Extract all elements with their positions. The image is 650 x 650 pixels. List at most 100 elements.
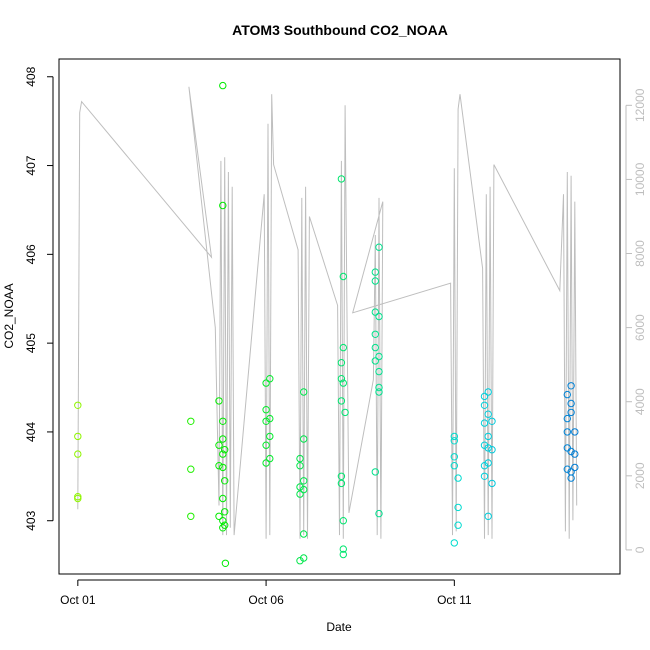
data-point — [337, 479, 346, 488]
data-point — [266, 432, 274, 441]
data-point — [221, 477, 229, 485]
data-point — [375, 509, 383, 518]
data-point — [567, 447, 575, 456]
y-tick-label: 403 — [24, 510, 38, 530]
secondary-y-tick-label: 12000 — [633, 88, 647, 122]
data-point — [375, 367, 383, 376]
secondary-y-tick-label: 6000 — [633, 314, 647, 341]
data-point — [450, 462, 458, 470]
y-axis: 403 404 405 406 407 408 — [24, 66, 54, 531]
data-point — [371, 343, 379, 352]
x-tick-label: Oct 11 — [437, 593, 472, 607]
data-point — [337, 175, 346, 183]
data-point — [219, 435, 227, 443]
data-point — [454, 474, 462, 482]
data-point — [567, 408, 575, 417]
data-point — [454, 503, 462, 512]
data-point — [296, 490, 304, 498]
data-point — [74, 432, 82, 441]
data-point — [371, 468, 379, 476]
data-point — [375, 383, 383, 392]
data-point — [484, 459, 492, 467]
data-point — [221, 446, 229, 454]
data-point — [296, 462, 304, 470]
x-axis: Oct 01 Oct 06 Oct 11 — [60, 579, 472, 607]
data-point — [262, 406, 270, 414]
data-point — [571, 463, 579, 472]
data-point — [74, 450, 82, 458]
secondary-y-tick-label: 8000 — [633, 240, 647, 267]
secondary-line-layer — [77, 86, 578, 539]
data-point — [339, 272, 347, 281]
data-point — [219, 201, 227, 210]
data-point — [262, 441, 270, 449]
data-point — [300, 530, 308, 538]
data-point — [450, 539, 458, 547]
data-point — [300, 554, 308, 562]
data-point — [571, 428, 579, 436]
y-tick-label: 406 — [24, 244, 38, 264]
data-point — [187, 512, 195, 520]
data-point — [339, 343, 347, 352]
data-point — [337, 375, 346, 383]
data-point — [215, 512, 223, 520]
data-point — [266, 454, 274, 463]
data-point — [563, 390, 571, 399]
chart-title: ATOM3 Southbound CO2_NOAA — [232, 22, 448, 38]
data-point — [296, 483, 304, 491]
data-point — [450, 432, 458, 441]
data-point — [480, 419, 489, 427]
data-point — [339, 379, 347, 387]
data-point — [484, 388, 492, 396]
y-tick-label: 405 — [24, 333, 38, 353]
data-point — [219, 494, 227, 503]
data-point — [480, 401, 489, 409]
data-point — [484, 432, 492, 441]
data-point — [219, 450, 227, 458]
data-point — [300, 388, 308, 396]
data-point — [488, 479, 496, 488]
data-point — [266, 375, 274, 383]
data-point — [339, 550, 347, 559]
plot-frame — [58, 58, 621, 575]
data-point — [337, 472, 346, 480]
secondary-y-axis: 0 2000 4000 6000 8000 10000 12000 — [625, 88, 647, 553]
data-point — [375, 352, 383, 361]
secondary-y-tick-label: 0 — [633, 546, 647, 553]
x-tick-label: Oct 01 — [60, 593, 96, 607]
y-tick-label: 408 — [24, 66, 38, 86]
data-point — [371, 308, 379, 316]
secondary-y-tick-label: 10000 — [633, 162, 647, 196]
data-point — [187, 417, 195, 425]
data-point — [371, 277, 379, 285]
data-point — [450, 437, 458, 445]
data-point — [571, 450, 579, 458]
data-point — [375, 243, 383, 251]
data-point — [341, 408, 349, 417]
points-layer — [74, 81, 579, 567]
data-point — [371, 330, 379, 338]
secondary-series-line — [77, 86, 578, 539]
x-tick-label: Oct 06 — [248, 593, 284, 607]
data-point — [339, 545, 347, 553]
data-point — [484, 410, 492, 418]
data-point — [375, 312, 383, 321]
data-point — [221, 508, 229, 516]
data-point — [262, 459, 270, 467]
data-point — [337, 397, 346, 405]
data-point — [488, 417, 496, 425]
data-point — [339, 517, 347, 525]
data-point — [215, 462, 223, 470]
data-point — [300, 485, 308, 494]
data-point — [484, 444, 492, 452]
data-point — [221, 559, 230, 567]
y-tick-label: 404 — [24, 422, 38, 442]
data-point — [480, 392, 489, 401]
data-point — [219, 463, 227, 472]
data-point — [567, 382, 575, 390]
data-point — [187, 465, 195, 473]
y-tick-label: 407 — [24, 155, 38, 175]
data-point — [480, 472, 489, 480]
data-point — [215, 441, 223, 449]
